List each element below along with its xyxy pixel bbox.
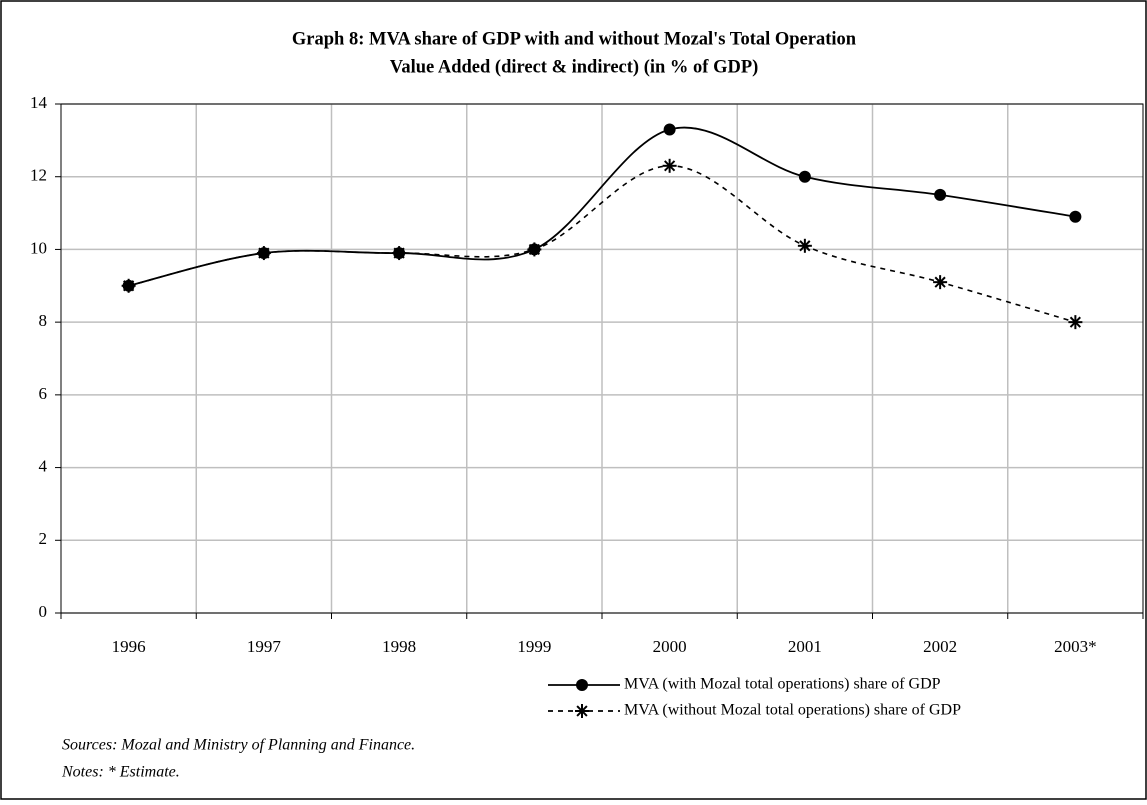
y-tick-label: 8 <box>39 311 48 330</box>
y-tick-label: 4 <box>39 456 48 475</box>
chart-title: Graph 8: MVA share of GDP with and witho… <box>292 29 857 49</box>
point <box>1068 315 1083 330</box>
chart-title: Value Added (direct & indirect) (in % of… <box>390 57 759 77</box>
note: Notes: * Estimate. <box>61 764 180 781</box>
asterisk-stroke <box>393 247 405 259</box>
asterisk-stroke <box>576 705 588 717</box>
y-tick-label: 12 <box>30 166 47 185</box>
point <box>934 188 947 201</box>
series-line <box>128 126 1076 287</box>
x-tick-label: 2000 <box>653 637 687 656</box>
asterisk-stroke <box>528 243 540 256</box>
point <box>527 242 542 257</box>
y-tick-label: 10 <box>30 238 47 257</box>
y-tick-label: 6 <box>39 384 48 403</box>
x-tick-label: 1998 <box>382 637 416 656</box>
point <box>1069 210 1082 223</box>
y-tick-label: 2 <box>39 529 48 548</box>
asterisk-stroke <box>258 247 270 259</box>
x-tick-label: 1996 <box>112 637 146 656</box>
y-tick-label: 14 <box>30 93 48 112</box>
asterisk-stroke <box>799 240 811 252</box>
asterisk-stroke <box>934 276 946 288</box>
asterisk-stroke <box>1069 316 1081 328</box>
x-tick-label: 2001 <box>788 637 822 656</box>
x-tick-label: 2002 <box>923 637 957 656</box>
asterisk-stroke <box>123 280 135 292</box>
point <box>798 170 811 183</box>
point <box>933 275 948 290</box>
point <box>392 246 407 261</box>
point <box>663 123 676 136</box>
y-tick-label: 0 <box>39 602 48 621</box>
point <box>256 246 271 261</box>
point <box>662 158 677 173</box>
series-line <box>128 165 1076 323</box>
x-tick-label: 1999 <box>517 637 551 656</box>
legend-label: MVA (without Mozal total operations) sha… <box>624 702 961 719</box>
asterisk-stroke <box>664 160 676 172</box>
point <box>575 704 589 718</box>
x-tick-label: 2003* <box>1054 637 1097 656</box>
x-tick-label: 1997 <box>247 637 282 656</box>
point <box>121 278 136 293</box>
point <box>576 679 588 691</box>
point <box>797 238 812 253</box>
source-note: Sources: Mozal and Ministry of Planning … <box>62 737 415 754</box>
legend-label: MVA (with Mozal total operations) share … <box>624 676 941 693</box>
